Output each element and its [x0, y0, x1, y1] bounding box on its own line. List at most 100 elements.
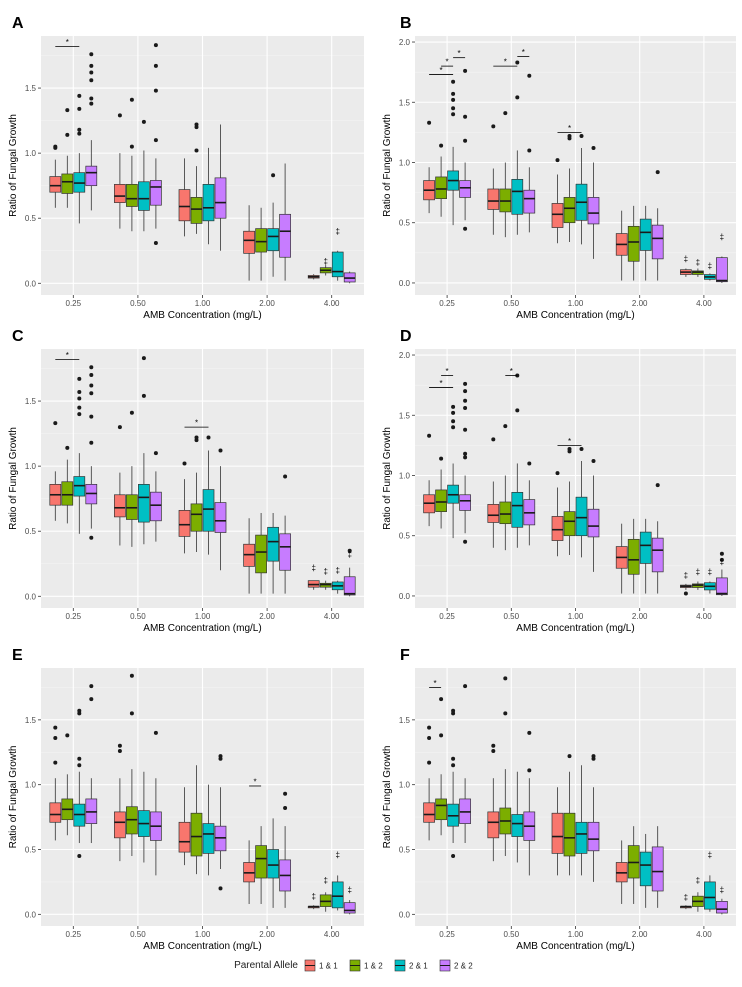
box-a-2-2-0.50[interactable] [150, 43, 162, 245]
box-body[interactable] [575, 821, 588, 854]
box-body[interactable] [114, 811, 126, 839]
box-f-2-2-0.25[interactable] [459, 684, 471, 844]
box-d-1-2-4.00[interactable] [692, 581, 704, 590]
box-body[interactable] [651, 846, 664, 892]
box-f-2-1-0.25[interactable] [447, 708, 459, 858]
box-e-2-2-4.00[interactable] [343, 900, 356, 915]
box-a-2-2-4.00[interactable] [343, 271, 356, 284]
box-b-1-2-1.00[interactable] [563, 133, 576, 242]
box-c-1-1-4.00[interactable] [307, 580, 320, 590]
box-d-1-1-4.00[interactable] [680, 583, 692, 596]
box-body[interactable] [267, 228, 279, 252]
box-c-2-1-0.50[interactable] [138, 356, 150, 545]
box-body[interactable] [214, 177, 227, 219]
box-body[interactable] [435, 798, 447, 821]
legend-item[interactable]: 1 & 2 [349, 959, 383, 972]
box-body[interactable] [587, 508, 600, 538]
box-body[interactable] [138, 484, 150, 523]
box-c-1-1-1.00[interactable] [178, 461, 191, 554]
legend-item[interactable]: 1 & 1 [304, 959, 338, 972]
box-body[interactable] [114, 494, 126, 518]
box-e-2-1-4.00[interactable] [331, 875, 344, 911]
box-body[interactable] [499, 501, 512, 525]
box-b-2-2-0.25[interactable] [459, 68, 471, 231]
box-d-2-1-2.00[interactable] [639, 518, 652, 594]
box-body[interactable] [279, 533, 291, 571]
box-body[interactable] [202, 823, 215, 854]
box-body[interactable] [511, 179, 524, 215]
box-a-1-2-0.50[interactable] [126, 97, 138, 232]
box-body[interactable] [563, 812, 576, 857]
box-b-1-2-2.00[interactable] [627, 205, 640, 281]
box-body[interactable] [651, 224, 664, 260]
box-body[interactable] [511, 492, 524, 528]
box-b-2-1-0.25[interactable] [447, 79, 459, 226]
legend-item[interactable]: 2 & 1 [394, 959, 428, 972]
box-body[interactable] [343, 576, 356, 596]
box-a-2-1-0.25[interactable] [73, 93, 86, 224]
box-e-1-1-4.00[interactable] [307, 905, 320, 910]
box-body[interactable] [267, 526, 279, 562]
box-body[interactable] [85, 165, 98, 187]
box-c-1-2-2.00[interactable] [255, 512, 267, 594]
box-body[interactable] [511, 814, 524, 837]
box-a-2-2-1.00[interactable] [214, 124, 227, 251]
box-e-2-1-0.50[interactable] [138, 771, 150, 863]
box-d-1-2-0.25[interactable] [435, 456, 447, 529]
box-body[interactable] [255, 228, 267, 253]
box-body[interactable] [202, 489, 215, 532]
box-f-2-2-2.00[interactable] [651, 826, 664, 908]
box-e-2-2-0.50[interactable] [150, 730, 162, 876]
box-e-1-2-1.00[interactable] [190, 765, 203, 875]
box-f-2-1-2.00[interactable] [639, 833, 652, 908]
box-b-2-1-0.50[interactable] [511, 60, 524, 235]
box-d-1-1-1.00[interactable] [551, 471, 564, 557]
box-body[interactable] [716, 577, 728, 596]
box-a-1-1-0.25[interactable] [49, 144, 62, 208]
box-body[interactable] [138, 181, 150, 211]
box-body[interactable] [563, 511, 576, 537]
box-body[interactable] [214, 502, 227, 533]
box-body[interactable] [639, 531, 652, 564]
box-e-2-1-1.00[interactable] [202, 784, 215, 876]
box-c-2-2-1.00[interactable] [214, 448, 227, 571]
box-body[interactable] [487, 504, 500, 523]
box-e-1-1-0.25[interactable] [49, 725, 62, 841]
box-body[interactable] [267, 849, 279, 879]
box-body[interactable] [551, 203, 564, 228]
box-b-1-1-2.00[interactable] [615, 210, 628, 281]
box-e-2-1-2.00[interactable] [267, 818, 279, 908]
box-e-2-2-1.00[interactable] [214, 754, 227, 891]
box-a-1-1-4.00[interactable] [307, 274, 320, 280]
box-body[interactable] [487, 811, 500, 839]
box-f-1-2-4.00[interactable] [692, 892, 704, 912]
box-e-2-1-0.25[interactable] [73, 708, 86, 858]
box-c-2-2-4.00[interactable] [343, 548, 356, 597]
box-f-1-2-1.00[interactable] [563, 754, 576, 876]
box-body[interactable] [190, 812, 203, 857]
box-body[interactable] [114, 184, 126, 203]
box-c-1-2-0.50[interactable] [126, 410, 138, 547]
box-a-2-2-0.25[interactable] [85, 52, 98, 211]
box-c-1-2-0.25[interactable] [61, 445, 74, 524]
box-b-1-2-4.00[interactable] [692, 268, 704, 277]
box-body[interactable] [331, 881, 344, 909]
box-d-2-2-2.00[interactable] [651, 483, 664, 594]
box-f-2-2-1.00[interactable] [587, 754, 600, 882]
box-c-1-1-2.00[interactable] [243, 518, 255, 594]
box-b-2-2-0.50[interactable] [523, 73, 536, 233]
box-d-1-2-1.00[interactable] [563, 446, 576, 555]
box-f-2-1-1.00[interactable] [575, 765, 588, 876]
box-body[interactable] [255, 845, 267, 879]
box-e-2-2-0.25[interactable] [85, 684, 98, 844]
box-body[interactable] [61, 481, 74, 506]
box-d-2-1-0.25[interactable] [447, 404, 459, 539]
box-body[interactable] [49, 176, 62, 193]
box-body[interactable] [487, 188, 500, 210]
box-c-1-2-4.00[interactable] [319, 580, 332, 590]
box-body[interactable] [279, 213, 291, 258]
box-c-2-1-4.00[interactable] [331, 580, 344, 594]
box-b-2-1-2.00[interactable] [639, 205, 652, 281]
box-f-2-1-4.00[interactable] [704, 875, 716, 912]
box-body[interactable] [651, 537, 664, 573]
